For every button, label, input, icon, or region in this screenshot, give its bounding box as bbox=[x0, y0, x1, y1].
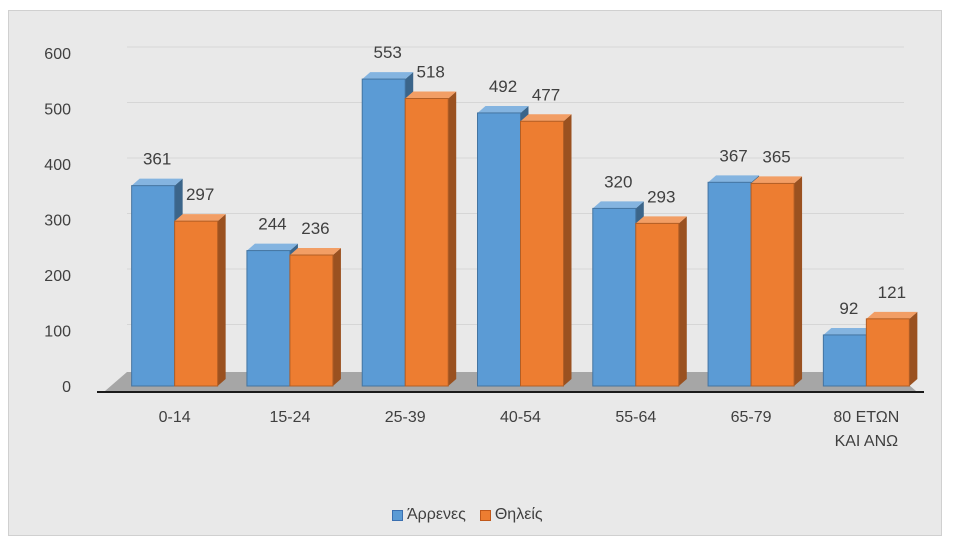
x-tick-label: 80 ΕΤΩΝ ΚΑΙ ΑΝΩ bbox=[833, 409, 899, 450]
x-tick-label: 15-24 bbox=[269, 409, 310, 426]
data-label: 361 bbox=[143, 150, 171, 169]
y-tick-label: 100 bbox=[44, 324, 71, 341]
bar-top bbox=[131, 178, 183, 186]
bar-top bbox=[592, 201, 644, 209]
x-tick-label: 0-14 bbox=[159, 409, 191, 426]
x-tick-label: 40-54 bbox=[500, 409, 541, 426]
bar-side bbox=[563, 114, 572, 386]
legend-item-male: Άρρενες bbox=[392, 506, 466, 524]
bar-top bbox=[823, 327, 875, 335]
bar-top bbox=[866, 311, 918, 319]
data-label: 121 bbox=[878, 283, 906, 302]
data-label: 477 bbox=[532, 85, 560, 104]
bar-top bbox=[635, 216, 687, 224]
bar bbox=[822, 334, 867, 387]
bar-side bbox=[217, 214, 226, 386]
bar-top bbox=[520, 114, 572, 122]
legend-swatch-female bbox=[479, 509, 491, 521]
bar-top bbox=[362, 72, 414, 80]
legend-item-female: Θηλείς bbox=[479, 506, 543, 524]
data-label: 365 bbox=[762, 147, 790, 166]
bar-top bbox=[477, 105, 529, 113]
bar-top bbox=[246, 243, 298, 251]
x-tick-label: 65-79 bbox=[731, 409, 772, 426]
bar-top bbox=[174, 214, 226, 222]
y-tick-label: 0 bbox=[62, 379, 71, 396]
data-label: 367 bbox=[719, 146, 747, 165]
data-label: 492 bbox=[489, 77, 517, 96]
data-label: 320 bbox=[604, 172, 632, 191]
chart-plot: 0 100 200 300 400 500 600 361 297 0-14 244 236 15-24… bbox=[44, 43, 924, 450]
bar-top bbox=[289, 248, 341, 256]
data-label: 244 bbox=[258, 215, 286, 234]
bar-side bbox=[678, 216, 687, 386]
bar bbox=[174, 220, 219, 387]
bar bbox=[592, 207, 637, 387]
bar bbox=[404, 98, 449, 387]
data-label: 236 bbox=[301, 219, 329, 238]
bar-top bbox=[405, 91, 457, 99]
data-label: 293 bbox=[647, 187, 675, 206]
bar bbox=[707, 181, 752, 387]
y-tick-label: 500 bbox=[44, 102, 71, 119]
x-tick-label: 55-64 bbox=[615, 409, 656, 426]
legend-label-male: Άρρενες bbox=[407, 506, 466, 523]
bar-top bbox=[751, 176, 803, 184]
bar bbox=[520, 120, 564, 387]
y-tick-label: 300 bbox=[44, 213, 71, 230]
data-label: 92 bbox=[839, 299, 858, 318]
bar-side bbox=[448, 91, 457, 386]
bar bbox=[131, 185, 176, 387]
chart-legend: Άρρενες Θηλείς bbox=[392, 506, 543, 524]
legend-label-female: Θηλείς bbox=[494, 506, 543, 523]
bar-top bbox=[708, 175, 760, 183]
bar bbox=[477, 112, 521, 387]
bar bbox=[361, 78, 406, 387]
bar bbox=[865, 318, 910, 387]
y-tick-label: 200 bbox=[44, 268, 71, 285]
legend-swatch-male bbox=[392, 509, 403, 521]
bar-side bbox=[909, 311, 918, 386]
data-label: 297 bbox=[186, 185, 214, 204]
y-tick-label: 400 bbox=[44, 157, 71, 174]
data-label: 553 bbox=[374, 43, 402, 62]
bar bbox=[750, 182, 795, 387]
chart-area: 0 100 200 300 400 500 600 361 297 0-14 244 236 15-24… bbox=[8, 10, 942, 536]
bar-side bbox=[794, 176, 803, 386]
data-label: 518 bbox=[417, 63, 445, 82]
bar bbox=[246, 250, 291, 387]
bar-side bbox=[332, 248, 341, 386]
bar bbox=[289, 254, 334, 387]
bar bbox=[635, 222, 680, 387]
y-tick-label: 600 bbox=[44, 46, 71, 63]
x-tick-label: 25-39 bbox=[385, 409, 426, 426]
